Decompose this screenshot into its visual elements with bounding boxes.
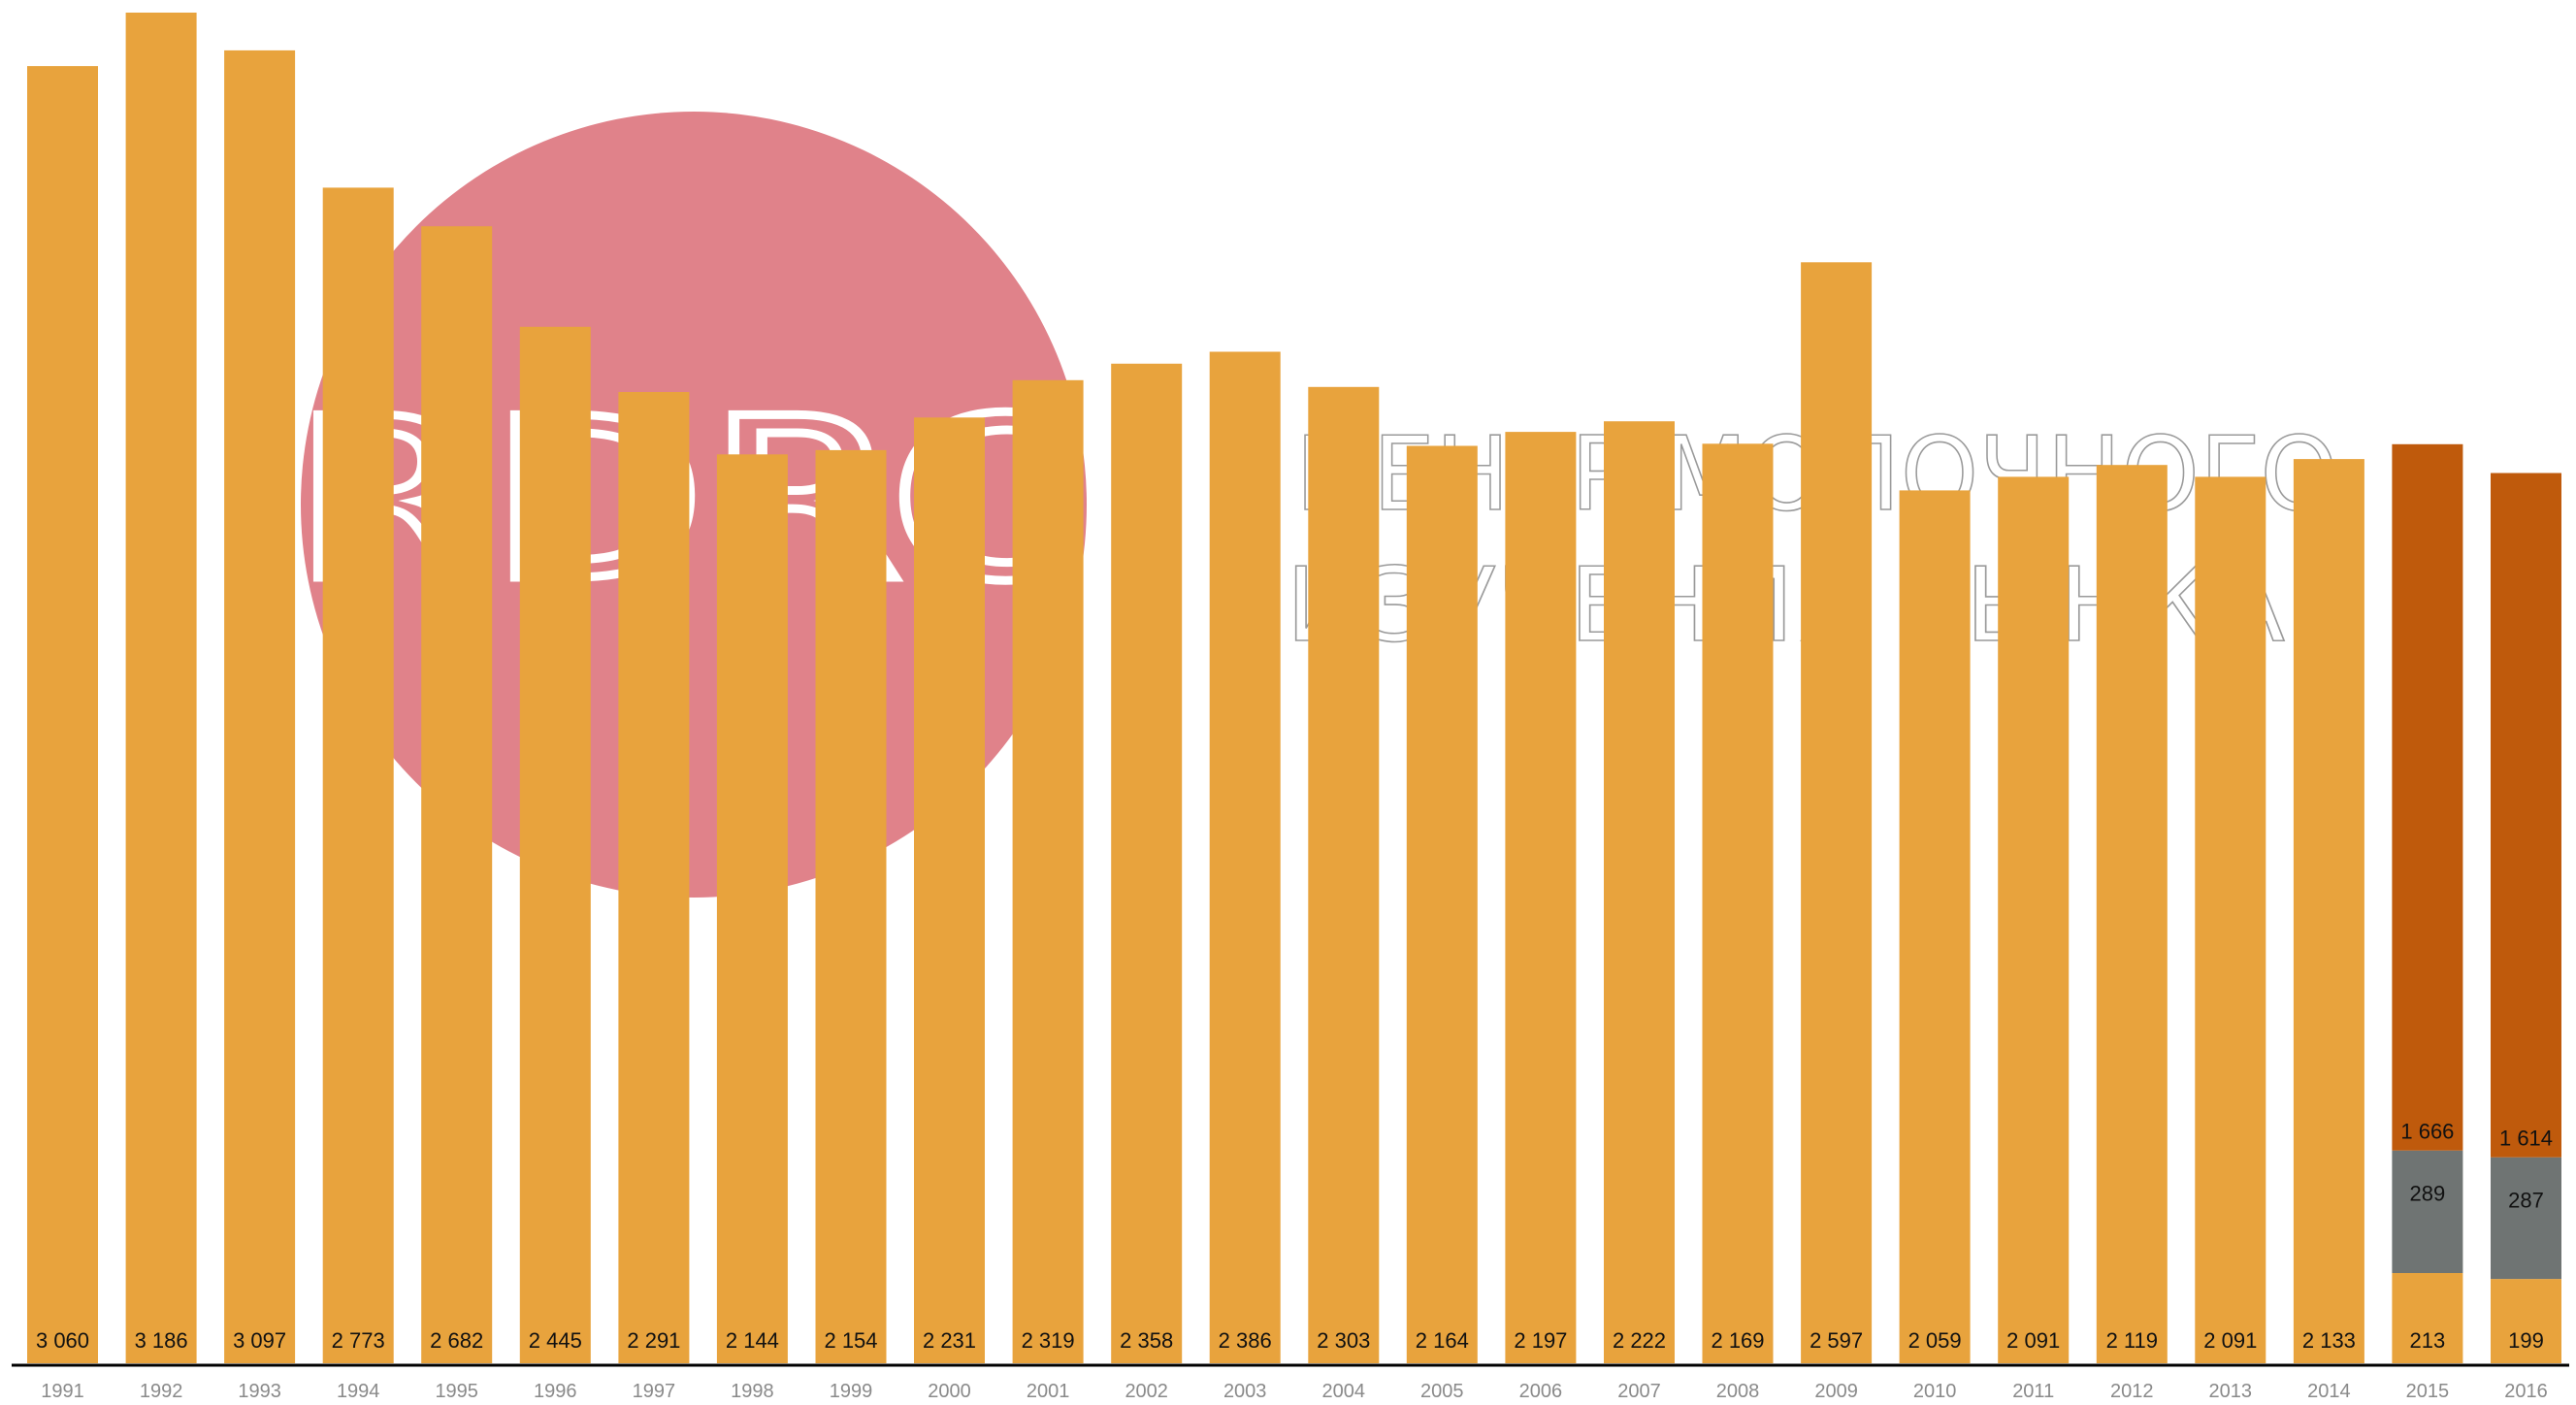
bar-base-1998	[716, 454, 788, 1363]
bar-top-2015	[2392, 443, 2463, 1151]
bar-base-1999	[815, 449, 887, 1363]
value-label-base-2000: 2 231	[923, 1328, 976, 1353]
value-label-base-2003: 2 386	[1219, 1328, 1272, 1353]
bar-base-1991	[27, 66, 98, 1364]
value-label-base-2016: 199	[2508, 1328, 2544, 1353]
x-tick-label-1994: 1994	[337, 1381, 380, 1402]
bar-base-2016	[2491, 1279, 2561, 1363]
bar-base-1997	[618, 392, 690, 1363]
value-label-base-1994: 2 773	[332, 1328, 385, 1353]
x-tick-labels: 1991 1992 1993 1994 1995 1996 1997 1998 1999 2000…	[41, 1381, 2548, 1402]
x-tick-label-1992: 1992	[140, 1381, 183, 1402]
bar-base-2008	[1702, 443, 1774, 1363]
value-label-base-2013: 2 091	[2203, 1328, 2257, 1353]
bar-base-1994	[322, 187, 394, 1363]
x-tick-label-2014: 2014	[2307, 1381, 2351, 1402]
x-tick-label-2008: 2008	[1716, 1381, 1760, 1402]
value-label-top-2015: 1 666	[2400, 1120, 2454, 1144]
bar-base-2000	[914, 417, 985, 1363]
bar-base-2013	[2195, 476, 2266, 1363]
bar-base-2004	[1308, 386, 1380, 1363]
x-tick-label-2015: 2015	[2406, 1381, 2450, 1402]
value-label-base-2001: 2 319	[1022, 1328, 1075, 1353]
x-tick-label-2005: 2005	[1420, 1381, 1464, 1402]
value-label-base-2007: 2 222	[1613, 1328, 1666, 1353]
value-labels-layer: 3 060 3 186 3 097 2 773 2 682 2 445 2 291 2 144…	[36, 1120, 2553, 1353]
bar-base-2002	[1111, 363, 1183, 1363]
watermark-logo-circle	[301, 112, 1087, 898]
bar-base-1993	[224, 49, 296, 1363]
value-label-base-1999: 2 154	[824, 1328, 877, 1353]
value-label-middle-2015: 289	[2410, 1182, 2446, 1206]
value-label-base-2005: 2 164	[1416, 1328, 1469, 1353]
x-tick-label-2016: 2016	[2504, 1381, 2548, 1402]
bar-base-2006	[1505, 432, 1577, 1364]
x-tick-label-2011: 2011	[2012, 1381, 2054, 1402]
x-tick-label-1997: 1997	[633, 1381, 676, 1402]
x-tick-label-1993: 1993	[238, 1381, 281, 1402]
x-tick-label-1998: 1998	[731, 1381, 774, 1402]
bar-base-2007	[1604, 421, 1675, 1363]
value-label-base-1998: 2 144	[726, 1328, 779, 1353]
value-label-base-1993: 3 097	[233, 1328, 286, 1353]
value-label-top-2016: 1 614	[2499, 1127, 2553, 1151]
value-label-base-1996: 2 445	[529, 1328, 582, 1353]
bar-base-2009	[1801, 262, 1873, 1363]
bar-middle-2016	[2491, 1157, 2561, 1280]
value-label-middle-2016: 287	[2508, 1189, 2544, 1213]
x-tick-label-2004: 2004	[1322, 1381, 1366, 1402]
bar-base-1996	[519, 326, 591, 1363]
x-tick-label-1999: 1999	[830, 1381, 873, 1402]
bar-base-2012	[2096, 465, 2168, 1363]
value-label-base-2006: 2 197	[1514, 1328, 1567, 1353]
bar-base-2015	[2392, 1272, 2463, 1363]
value-label-base-2009: 2 597	[1810, 1328, 1863, 1353]
value-label-base-1992: 3 186	[135, 1328, 188, 1353]
x-tick-label-1995: 1995	[435, 1381, 478, 1402]
x-tick-label-2013: 2013	[2209, 1381, 2253, 1402]
bar-base-1995	[421, 226, 493, 1364]
value-label-base-2015: 213	[2410, 1328, 2446, 1353]
bar-base-2003	[1209, 351, 1281, 1363]
bar-middle-2015	[2392, 1150, 2463, 1273]
bar-top-2016	[2491, 473, 2561, 1158]
value-label-base-2002: 2 358	[1120, 1328, 1173, 1353]
value-label-base-2004: 2 303	[1317, 1328, 1370, 1353]
bar-base-1992	[125, 13, 197, 1363]
bars-layer	[27, 13, 2561, 1364]
bar-base-2014	[2293, 459, 2364, 1364]
value-label-base-2010: 2 059	[1908, 1328, 1962, 1353]
x-tick-label-1991: 1991	[41, 1381, 84, 1402]
x-tick-label-2006: 2006	[1519, 1381, 1563, 1402]
value-label-base-2014: 2 133	[2302, 1328, 2356, 1353]
x-tick-label-1996: 1996	[534, 1381, 577, 1402]
bar-base-2010	[1899, 490, 1971, 1363]
x-tick-label-2010: 2010	[1913, 1381, 1957, 1402]
x-tick-label-2001: 2001	[1027, 1381, 1070, 1402]
bar-base-2011	[1998, 476, 2070, 1363]
value-label-base-1997: 2 291	[627, 1328, 680, 1353]
value-label-base-2008: 2 169	[1711, 1328, 1764, 1353]
x-tick-label-2012: 2012	[2110, 1381, 2154, 1402]
x-tick-label-2003: 2003	[1223, 1381, 1267, 1402]
value-label-base-2011: 2 091	[2006, 1328, 2060, 1353]
value-label-base-1995: 2 682	[430, 1328, 483, 1353]
bar-base-2005	[1406, 445, 1478, 1363]
x-tick-label-2000: 2000	[928, 1381, 971, 1402]
bar-base-2001	[1012, 379, 1084, 1363]
value-label-base-1991: 3 060	[36, 1328, 89, 1353]
value-label-base-2012: 2 119	[2106, 1328, 2158, 1353]
x-tick-label-2007: 2007	[1617, 1381, 1661, 1402]
x-tick-label-2009: 2009	[1814, 1381, 1858, 1402]
x-tick-label-2002: 2002	[1125, 1381, 1168, 1402]
